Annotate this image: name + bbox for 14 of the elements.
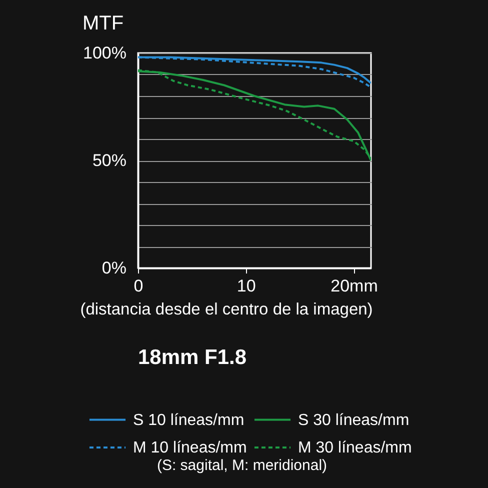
- legend-label: S 30 líneas/mm: [298, 412, 410, 429]
- legend-label: S 10 líneas/mm: [133, 412, 244, 429]
- text: (S: sagital, M: meridional): [156, 457, 328, 474]
- text: 18mm F1.8: [138, 346, 247, 369]
- legend-label: M 10 líneas/mm: [133, 440, 247, 456]
- y-tick-label: 0%: [102, 258, 126, 278]
- y-axis-title: MTF: [82, 12, 124, 34]
- legend-label: M 30 líneas/mm: [298, 440, 412, 456]
- x-tick-label: 20mm: [330, 276, 378, 296]
- x-axis-title: (distancia desde el centro de la imagen): [80, 300, 373, 318]
- y-tick-label: 100%: [83, 44, 126, 62]
- x-tick-label: 10: [236, 276, 256, 296]
- x-tick-label: 0: [134, 276, 144, 296]
- y-tick-label: 50%: [92, 151, 126, 170]
